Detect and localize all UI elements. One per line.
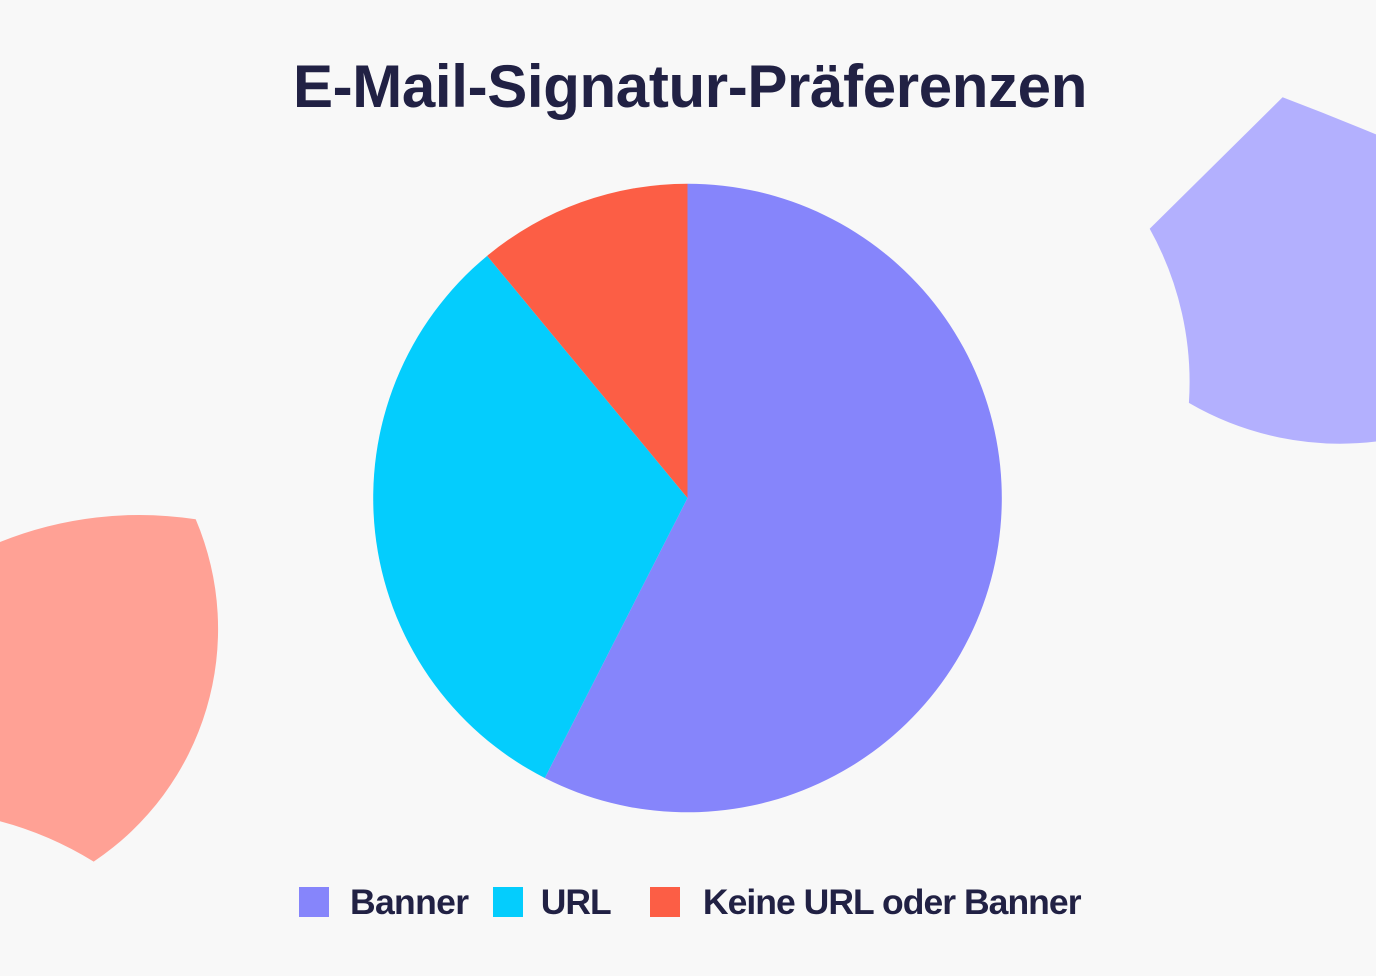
svg-text:URL: URL (541, 882, 611, 922)
svg-text:Banner: Banner (350, 882, 469, 922)
svg-text:Keine URL oder Banner: Keine URL oder Banner (703, 882, 1082, 922)
svg-text:E-Mail-Signatur-Präferenzen: E-Mail-Signatur-Präferenzen (293, 53, 1087, 120)
